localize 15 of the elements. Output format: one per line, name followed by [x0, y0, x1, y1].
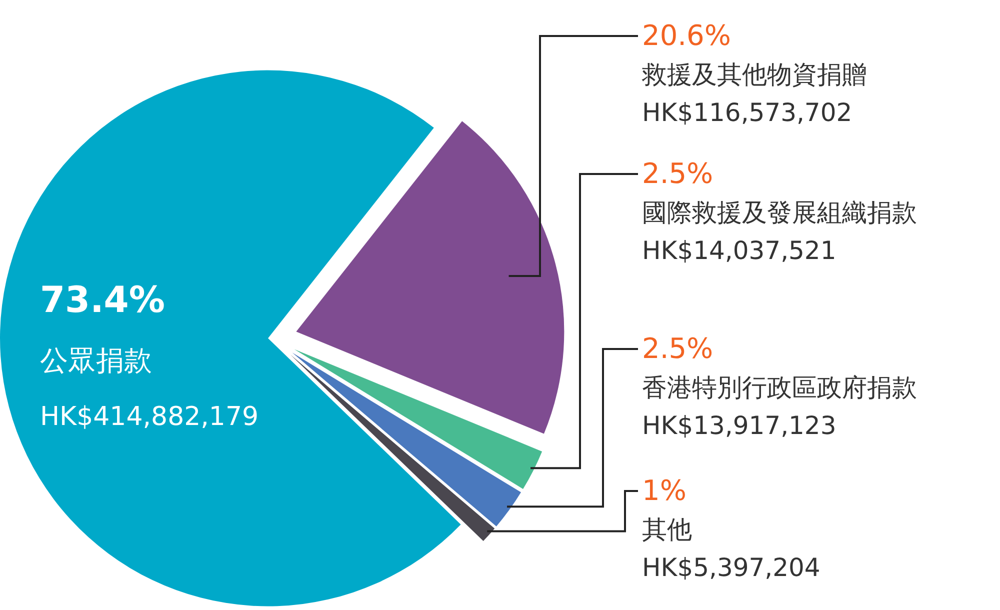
slice-label: 其他	[642, 515, 692, 544]
slice-label: 香港特別行政區政府捐款	[642, 373, 917, 402]
data-label: 2.5%	[642, 332, 714, 365]
data-label: 1%	[642, 474, 686, 507]
text: HK$116,573,702	[642, 98, 852, 127]
text: HK$14,037,521	[642, 236, 836, 265]
data-label: 20.6%	[642, 19, 731, 52]
slice-label: 國際救援及發展組織捐款	[642, 198, 917, 227]
slice-label: 救援及其他物資捐贈	[641, 60, 867, 89]
data-label: 73.4%	[40, 280, 165, 321]
text: HK$5,397,204	[642, 553, 820, 582]
text: HK$414,882,179	[40, 402, 259, 432]
data-label: 2.5%	[642, 157, 714, 190]
text: HK$13,917,123	[642, 411, 836, 440]
slice-label: 公眾捐款	[40, 344, 152, 377]
